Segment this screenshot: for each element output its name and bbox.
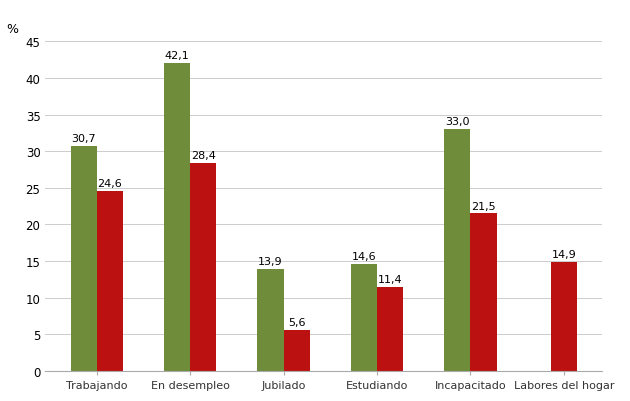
Text: 24,6: 24,6 — [98, 178, 122, 188]
Bar — [258, 269, 284, 371]
Text: 14,6: 14,6 — [352, 251, 376, 261]
Bar — [164, 63, 190, 371]
Text: 11,4: 11,4 — [378, 275, 403, 285]
Bar — [97, 191, 123, 371]
Text: %: % — [6, 23, 18, 36]
Bar — [377, 288, 403, 371]
Text: 5,6: 5,6 — [288, 317, 306, 327]
Text: 42,1: 42,1 — [164, 51, 190, 61]
Bar — [190, 164, 216, 371]
Bar — [351, 264, 377, 371]
Text: 28,4: 28,4 — [191, 151, 215, 160]
Bar — [471, 214, 496, 371]
Text: 13,9: 13,9 — [258, 257, 283, 267]
Bar — [284, 330, 310, 371]
Bar — [71, 147, 97, 371]
Bar — [444, 130, 471, 371]
Text: 14,9: 14,9 — [551, 249, 576, 259]
Bar — [551, 262, 577, 371]
Text: 33,0: 33,0 — [445, 117, 469, 127]
Text: 30,7: 30,7 — [71, 134, 96, 144]
Text: 21,5: 21,5 — [471, 201, 496, 211]
